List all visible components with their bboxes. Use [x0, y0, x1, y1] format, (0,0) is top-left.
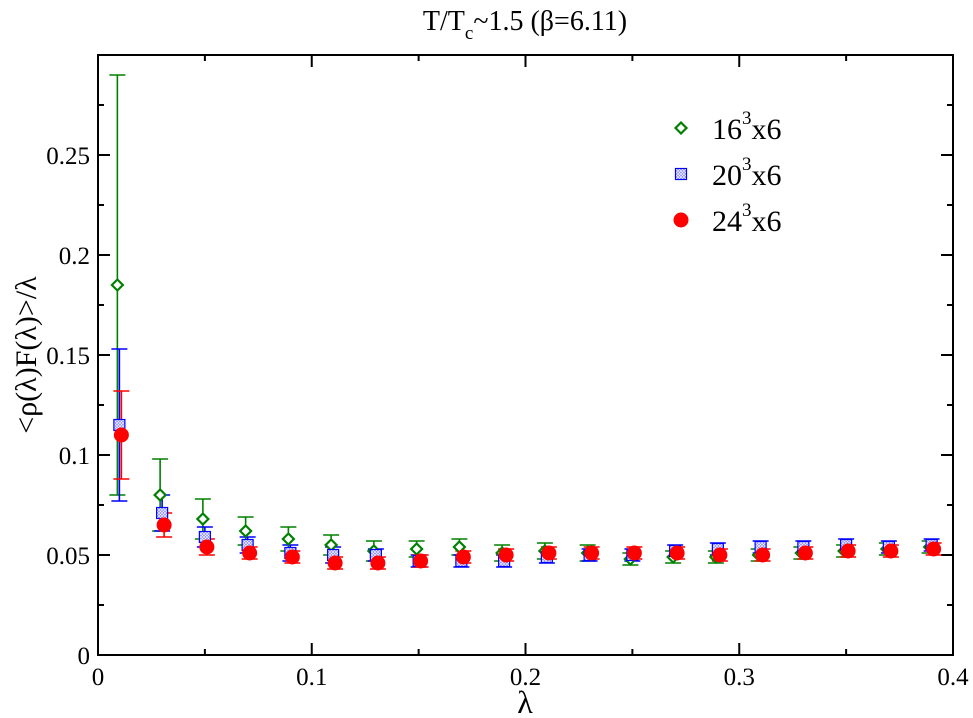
marker-circle	[626, 545, 642, 561]
marker-diamond	[324, 537, 339, 553]
marker-circle	[712, 547, 728, 563]
marker-circle	[113, 427, 129, 443]
x-tick-label: 0.3	[724, 664, 755, 691]
error-bars	[109, 74, 942, 570]
marker-circle	[584, 545, 600, 561]
marker-circle	[669, 545, 685, 561]
chart-title-main: T/T	[423, 6, 465, 37]
plot-frame	[97, 54, 954, 656]
x-axis-label: λ	[517, 684, 533, 718]
y-tick-label: 0.2	[59, 243, 90, 270]
data-markers	[110, 277, 942, 571]
x-tick-label: 0.4	[937, 664, 969, 691]
marker-square	[156, 506, 169, 520]
y-tick-label: 0	[78, 643, 91, 670]
legend-marker-diamond	[673, 120, 689, 136]
y-tick-label: 0.25	[46, 143, 90, 170]
marker-circle	[840, 543, 856, 559]
y-axis-label: <ρ(λ)F(λ)>/λ	[10, 276, 43, 434]
chart-title-rest: ~1.5 (β=6.11)	[473, 6, 627, 37]
axis-ticks: 0 0.1 0.2 0.3 0.4 0 0.05 0.1 0.15 0.2 0.25	[46, 55, 969, 691]
marker-circle	[413, 553, 429, 569]
marker-circle	[498, 547, 514, 563]
y-tick-label: 0.1	[59, 443, 90, 470]
marker-circle	[284, 549, 300, 565]
marker-diamond	[281, 531, 296, 547]
legend-marker-square	[674, 167, 688, 181]
marker-diamond	[195, 511, 210, 527]
x-tick-label: 0.2	[510, 664, 541, 691]
marker-circle	[883, 543, 899, 559]
x-tick-label: 0	[92, 664, 105, 691]
marker-circle	[455, 549, 471, 565]
x-tick-label: 0.1	[296, 664, 327, 691]
marker-diamond	[238, 523, 253, 539]
marker-diamond	[110, 277, 125, 293]
legend-label: 163x6	[712, 108, 782, 146]
marker-circle	[797, 545, 813, 561]
legend: 163x6 203x6 243x6	[673, 108, 782, 238]
marker-diamond	[409, 541, 424, 557]
marker-diamond	[153, 487, 168, 503]
chart-title: T/Tc~1.5 (β=6.11)	[423, 6, 627, 44]
legend-marker-circle	[673, 212, 689, 228]
marker-circle	[370, 555, 386, 571]
legend-label: 203x6	[712, 154, 782, 192]
marker-circle	[156, 517, 172, 533]
y-tick-label: 0.05	[46, 543, 90, 570]
legend-label: 243x6	[712, 200, 782, 238]
marker-circle	[541, 545, 557, 561]
marker-circle	[242, 545, 258, 561]
marker-circle	[926, 541, 942, 557]
marker-circle	[755, 547, 771, 563]
chart-title-subscript: c	[465, 23, 473, 44]
y-tick-label: 0.15	[46, 343, 90, 370]
marker-circle	[327, 555, 343, 571]
marker-circle	[199, 539, 215, 555]
